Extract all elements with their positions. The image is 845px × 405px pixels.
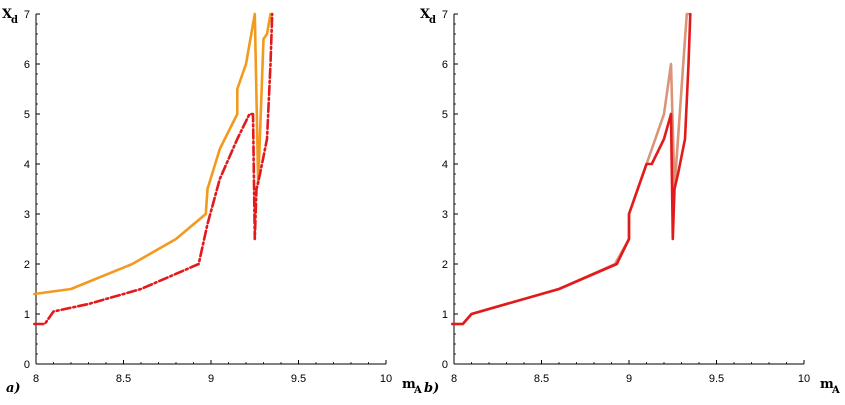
y-axis-label-subscript: d xyxy=(429,15,436,26)
y-tick-label: 1 xyxy=(442,309,448,321)
x-tick-label: 8.5 xyxy=(116,373,131,385)
panel-b: 8 8.5 9 9.5 10 0 1 2 3 4 5 6 7Xd mAb) xyxy=(420,7,840,396)
y-tick-label: 4 xyxy=(24,159,30,171)
x-axis-label-subscript: A xyxy=(831,385,840,396)
y-tick-label: 1 xyxy=(24,309,30,321)
x-axis-label-subscript: A xyxy=(413,385,422,396)
x-tick-label: 8 xyxy=(451,373,457,385)
y-axis-label-subscript: d xyxy=(11,15,18,26)
y-tick-label: 2 xyxy=(24,259,30,271)
y-axis-label: X xyxy=(420,7,431,22)
x-tick-label: 9.5 xyxy=(709,373,724,385)
x-axis-label: m xyxy=(820,377,834,392)
y-tick-label: 7 xyxy=(24,9,30,21)
series-line-1 xyxy=(451,12,690,326)
panel-label: b) xyxy=(424,381,439,396)
series-line-1 xyxy=(33,12,274,296)
y-tick-label: 0 xyxy=(442,359,448,371)
x-tick-label: 9 xyxy=(626,373,632,385)
x-axis-label: m xyxy=(402,377,416,392)
x-tick-label: 10 xyxy=(798,373,810,385)
x-tick-label: 8.5 xyxy=(534,373,549,385)
y-tick-label: 3 xyxy=(24,209,30,221)
y-tick-label: 0 xyxy=(24,359,30,371)
y-tick-label: 4 xyxy=(442,159,448,171)
series-line-2 xyxy=(33,12,274,326)
y-axis-label: X xyxy=(2,7,13,22)
y-tick-label: 6 xyxy=(442,59,448,71)
x-tick-label: 9.5 xyxy=(291,373,306,385)
x-tick-label: 8 xyxy=(33,373,39,385)
x-tick-label: 10 xyxy=(380,373,392,385)
y-tick-label: 3 xyxy=(442,209,448,221)
y-tick-label: 7 xyxy=(442,9,448,21)
y-tick-label: 5 xyxy=(442,109,448,121)
x-tick-label: 9 xyxy=(208,373,214,385)
panel-label: a) xyxy=(6,381,21,396)
y-tick-label: 6 xyxy=(24,59,30,71)
series-line-2 xyxy=(451,12,692,326)
panel-a: 8 8.5 9 9.5 10 0 1 2 3 4 5 6 7Xd mAa) xyxy=(2,7,422,396)
y-tick-label: 5 xyxy=(24,109,30,121)
y-tick-label: 2 xyxy=(442,259,448,271)
